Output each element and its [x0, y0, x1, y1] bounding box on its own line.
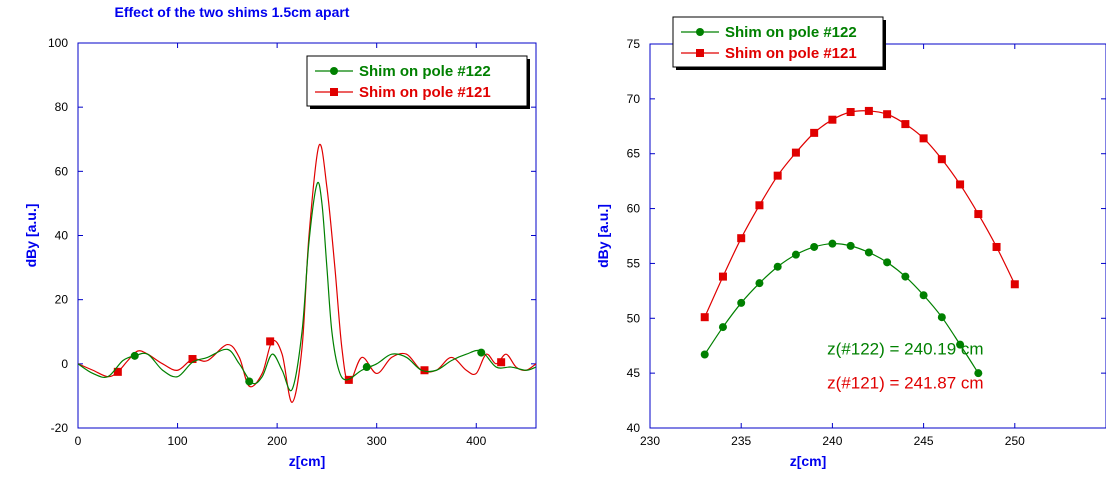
y-tick-label: 80 — [55, 100, 69, 114]
data-point — [700, 313, 709, 322]
data-point — [901, 272, 910, 281]
data-point — [755, 279, 764, 288]
annotation-text: z(#122) = 240.19 cm — [827, 339, 983, 358]
data-point — [992, 242, 1001, 251]
data-point — [864, 106, 873, 115]
plot-frame — [649, 43, 1106, 429]
legend-marker — [330, 88, 338, 96]
data-point — [937, 155, 946, 164]
x-tick-label: 235 — [731, 434, 751, 448]
data-point — [937, 313, 946, 322]
data-point — [846, 241, 855, 250]
legend-marker — [696, 28, 704, 36]
data-point — [773, 262, 782, 271]
series-line — [78, 143, 536, 403]
y-tick-label: 65 — [627, 147, 641, 161]
x-tick-label: 200 — [267, 434, 287, 448]
data-point — [497, 358, 506, 367]
legend-box — [306, 55, 528, 107]
data-point — [362, 363, 371, 372]
data-point — [956, 340, 965, 349]
data-point — [791, 148, 800, 157]
data-point — [718, 323, 727, 332]
y-tick-label: 50 — [627, 311, 641, 325]
x-tick-label: 250 — [1005, 434, 1025, 448]
legend-label: Shim on pole #121 — [725, 45, 857, 62]
data-point — [266, 337, 275, 346]
right-chart: 230 235 240 245 250 40 45 50 55 60 65 70 75 z[cm] dBy … — [595, 16, 1106, 469]
legend-label: Shim on pole #122 — [359, 63, 491, 80]
x-tick-label: 100 — [168, 434, 188, 448]
y-tick-label: -20 — [51, 421, 69, 435]
data-point — [828, 115, 837, 124]
legend-marker — [330, 67, 338, 75]
y-tick-label: 40 — [627, 421, 641, 435]
x-tick-label: 240 — [822, 434, 842, 448]
x-axis-label: z[cm] — [289, 453, 326, 469]
data-point — [700, 350, 709, 359]
data-point — [956, 180, 965, 189]
data-point — [420, 366, 429, 375]
y-tick-label: 20 — [55, 293, 69, 307]
data-point — [245, 377, 254, 386]
x-axis-label: z[cm] — [790, 453, 827, 469]
y-tick-label: 55 — [627, 256, 641, 270]
series-line — [704, 243, 979, 374]
left-chart: 0 100 200 300 400 -20 0 20 40 60 80 100 z[cm] dBy [a.… — [23, 36, 537, 469]
x-tick-label: 400 — [466, 434, 486, 448]
legend-marker — [696, 49, 704, 57]
annotation-text: z(#121) = 241.87 cm — [827, 374, 983, 393]
y-tick-label: 60 — [627, 202, 641, 216]
y-axis-label: dBy [a.u.] — [23, 204, 39, 268]
data-point — [477, 348, 486, 357]
data-point — [130, 351, 139, 360]
data-point — [1010, 280, 1019, 289]
data-point — [974, 369, 983, 378]
x-tick-label: 300 — [367, 434, 387, 448]
data-point — [791, 250, 800, 259]
x-tick-label: 230 — [640, 434, 660, 448]
y-tick-label: 40 — [55, 229, 69, 243]
y-tick-label: 45 — [627, 366, 641, 380]
data-point — [828, 239, 837, 248]
y-tick-label: 75 — [627, 37, 641, 51]
data-point — [919, 134, 928, 143]
plot-area — [78, 143, 536, 403]
series-line — [78, 181, 536, 392]
data-point — [810, 128, 819, 137]
x-tick-label: 245 — [914, 434, 934, 448]
data-point — [718, 272, 727, 281]
legend-box — [672, 16, 884, 68]
chart-title: Effect of the two shims 1.5cm apart — [115, 4, 350, 20]
y-tick-label: 100 — [48, 36, 68, 50]
x-tick-label: 0 — [75, 434, 82, 448]
data-point — [755, 201, 764, 210]
y-tick-label: 70 — [627, 92, 641, 106]
data-point — [810, 242, 819, 251]
plot-area — [700, 106, 1019, 378]
data-point — [846, 108, 855, 117]
data-point — [113, 367, 122, 376]
data-point — [974, 210, 983, 219]
data-point — [737, 298, 746, 307]
data-point — [883, 110, 892, 119]
data-point — [773, 171, 782, 180]
data-point — [188, 355, 197, 364]
legend-label: Shim on pole #121 — [359, 84, 491, 101]
y-tick-label: 0 — [61, 357, 68, 371]
series-line — [704, 110, 1016, 318]
data-point — [737, 234, 746, 243]
data-point — [883, 258, 892, 267]
data-point — [919, 291, 928, 300]
y-axis-label: dBy [a.u.] — [595, 204, 611, 268]
y-tick-label: 60 — [55, 164, 69, 178]
data-point — [901, 120, 910, 129]
legend-label: Shim on pole #122 — [725, 24, 857, 41]
data-point — [864, 248, 873, 257]
